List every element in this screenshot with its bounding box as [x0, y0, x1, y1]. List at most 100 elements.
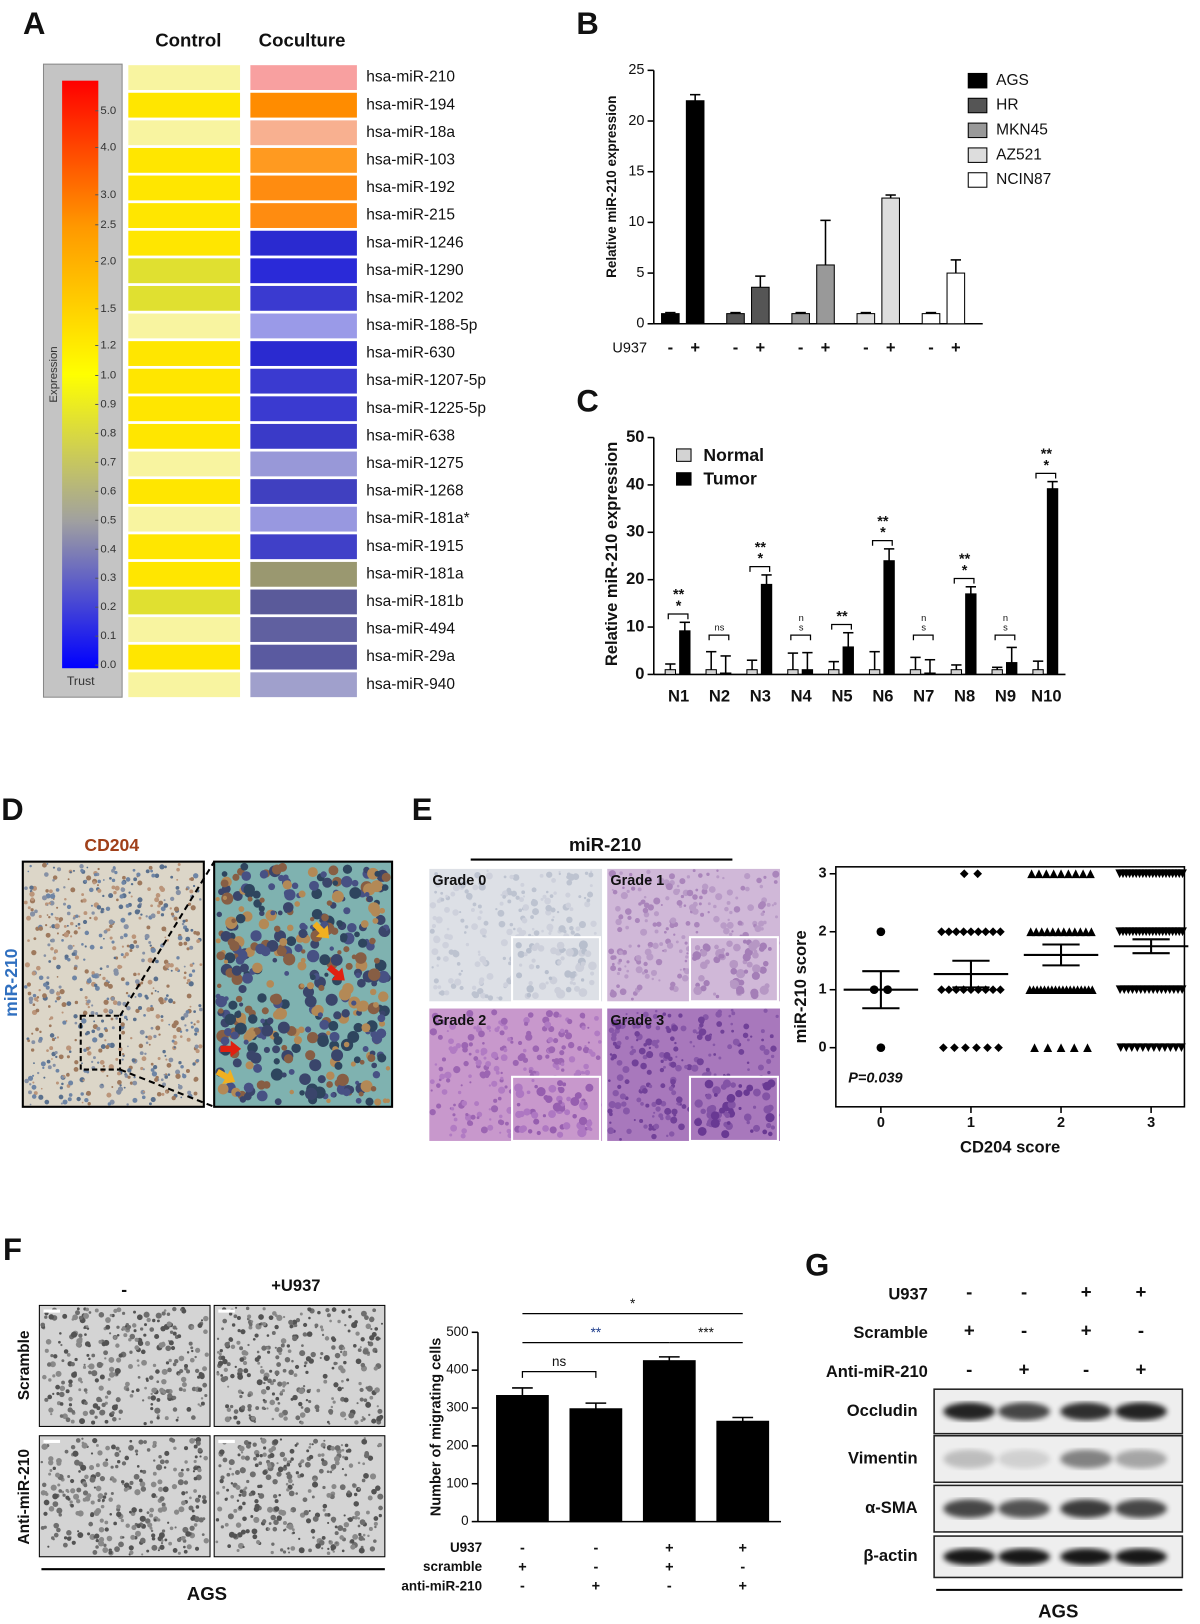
texture-dot [295, 1492, 298, 1495]
texture-dot [446, 927, 450, 931]
texture-dot [134, 979, 140, 984]
texture-dot [271, 1392, 276, 1396]
texture-dot [58, 1340, 61, 1344]
texture-dot [220, 1525, 224, 1529]
texture-dot [519, 897, 524, 903]
texture-dot [714, 944, 719, 950]
texture-dot [270, 1550, 274, 1555]
texture-dot [578, 1123, 586, 1131]
texture-dot [347, 1031, 360, 1043]
texture-dot [107, 1102, 112, 1106]
texture-dot [444, 990, 450, 996]
texture-dot [49, 1469, 53, 1472]
texture-dot [497, 909, 505, 917]
texture-dot [24, 886, 28, 891]
texture-dot [770, 1125, 775, 1130]
texture-dot [273, 1519, 279, 1526]
data-point [1048, 927, 1058, 937]
texture-dot [139, 1469, 143, 1473]
texture-dot [344, 1350, 348, 1354]
texture-dot [151, 1071, 158, 1077]
texture-dot [642, 1054, 648, 1060]
texture-dot [499, 1046, 504, 1051]
texture-dot [87, 1532, 91, 1536]
texture-dot [635, 954, 642, 961]
texture-dot [274, 1324, 279, 1330]
data-point [937, 927, 946, 937]
texture-dot [750, 991, 759, 1000]
blot-band [1115, 1449, 1167, 1469]
texture-dot [74, 1060, 79, 1065]
texture-dot [472, 884, 479, 891]
texture-dot [253, 1506, 260, 1512]
texture-dot [720, 922, 727, 929]
texture-dot [331, 1049, 344, 1062]
texture-dot [190, 1346, 194, 1350]
texture-dot [271, 1446, 277, 1452]
texture-dot [334, 1531, 339, 1536]
row-label: hsa-miR-1207-5p [366, 372, 486, 389]
texture-dot [731, 1029, 735, 1033]
texture-dot [225, 1404, 230, 1409]
texture-dot [465, 942, 470, 947]
texture-dot [72, 1314, 79, 1321]
texture-dot [247, 1014, 258, 1024]
scale-tick-label: 0.5 [100, 514, 116, 526]
texture-dot [131, 1390, 135, 1393]
texture-dot [46, 1049, 49, 1052]
texture-dot [55, 1370, 62, 1377]
texture-dot [161, 1378, 167, 1385]
texture-dot [637, 887, 642, 892]
texture-dot [121, 1058, 124, 1061]
texture-dot [81, 1437, 84, 1440]
texture-dot [186, 982, 189, 984]
texture-dot [267, 1527, 271, 1531]
texture-dot [190, 1516, 195, 1521]
texture-dot [527, 1129, 533, 1134]
legend-swatch [967, 72, 988, 89]
texture-dot [284, 971, 290, 976]
blot-band [1060, 1548, 1113, 1566]
texture-dot [119, 894, 124, 899]
condition-sign: + [665, 1540, 673, 1556]
texture-dot [174, 1359, 179, 1364]
texture-dot [676, 900, 683, 906]
texture-dot [48, 1407, 54, 1413]
texture-dot [578, 988, 588, 997]
texture-dot [330, 1092, 336, 1098]
texture-dot [238, 984, 247, 994]
significance-bracket [667, 613, 689, 620]
texture-dot [641, 971, 646, 975]
texture-dot [231, 918, 236, 924]
texture-dot [369, 1473, 377, 1480]
texture-dot [730, 1022, 734, 1026]
texture-dot [247, 1042, 258, 1054]
texture-dot [148, 1043, 151, 1046]
texture-dot [343, 1041, 350, 1048]
blot-band [943, 1449, 996, 1469]
scale-title: Expression [48, 346, 60, 402]
texture-dot [720, 954, 725, 959]
texture-dot [157, 1549, 160, 1552]
texture-dot [544, 1017, 550, 1022]
texture-dot [662, 1012, 667, 1016]
texture-dot [372, 917, 379, 924]
texture-dot [150, 1402, 154, 1406]
texture-dot [645, 1038, 653, 1046]
texture-dot [112, 1478, 117, 1483]
texture-dot [38, 1094, 44, 1100]
texture-dot [357, 1517, 361, 1520]
texture-dot [771, 904, 775, 907]
texture-dot [66, 1353, 71, 1357]
texture-dot [173, 1446, 177, 1451]
texture-dot [668, 1086, 674, 1092]
texture-dot [278, 1412, 284, 1418]
texture-dot [761, 1038, 764, 1042]
heatmap-cell [128, 175, 241, 201]
texture-dot [372, 1071, 381, 1079]
texture-dot [70, 1444, 76, 1450]
texture-dot [167, 1521, 170, 1524]
texture-dot [243, 1092, 252, 1101]
texture-dot [142, 1090, 145, 1093]
texture-dot [103, 1350, 109, 1356]
